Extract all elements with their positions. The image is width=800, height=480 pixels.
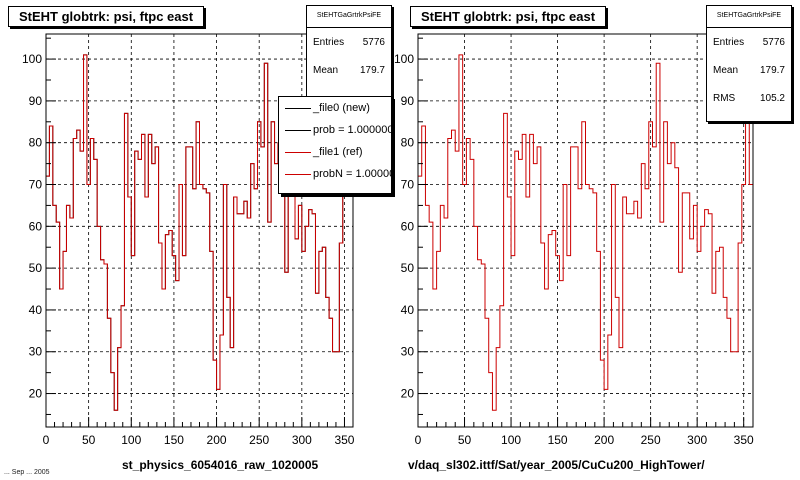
right-y-tick-label: 30 — [401, 345, 415, 359]
legend-line-file0 — [285, 108, 311, 109]
right-stats-box: StEHTGaGrtrkPsiFE Entries 5776 Mean 179.7 … — [706, 5, 792, 122]
left-plot-title: StEHT globtrk: psi, ftpc east — [8, 6, 205, 27]
right-stats-header: StEHTGaGrtrkPsiFE — [707, 6, 791, 28]
right-x-tick-label: 350 — [734, 433, 754, 447]
right-x-tick-label: 250 — [641, 433, 661, 447]
right-stats-mean-label: Mean — [713, 64, 739, 76]
left-x-tick-label: 350 — [334, 433, 354, 447]
left-y-tick-label: 90 — [29, 94, 43, 108]
right-caption: v/daq_sl302.ittf/Sat/year_2005/CuCu200_H… — [408, 458, 705, 472]
legend-line-prob — [285, 130, 311, 131]
right-y-tick-label: 50 — [401, 261, 415, 275]
right-y-tick-label: 90 — [401, 94, 415, 108]
right-pad: 0 50 100 150 200 250 300 350 20 30 40 50 60 70 80 90 100 — [394, 33, 754, 447]
left-stats-mean-label: Mean — [313, 64, 339, 76]
left-y-tick-label: 70 — [29, 178, 43, 192]
right-x-tick-label: 100 — [501, 433, 521, 447]
right-x-tick-label: 300 — [687, 433, 707, 447]
legend-label-file0: _file0 (new) — [313, 102, 370, 114]
left-x-tick-label: 200 — [207, 433, 227, 447]
left-y-tick-label: 100 — [22, 52, 42, 66]
right-x-tick-label: 50 — [458, 433, 472, 447]
right-plot-title: StEHT globtrk: psi, ftpc east — [410, 6, 607, 27]
legend-line-probn — [285, 174, 311, 175]
right-stats-entries-label: Entries — [713, 36, 745, 48]
left-y-tick-label: 60 — [29, 219, 43, 233]
right-y-tick-label: 60 — [401, 219, 415, 233]
right-y-tick-label: 70 — [401, 178, 415, 192]
left-stats-box: StEHTGaGrtrkPsiFE Entries 5776 Mean 179.7 — [306, 5, 392, 97]
left-legend: _file0 (new) prob = 1.000000 _file1 (ref… — [278, 96, 392, 194]
right-y-tick-label: 20 — [401, 387, 415, 401]
left-x-tick-label: 50 — [82, 433, 96, 447]
legend-entry-file1: _file1 (ref) — [279, 141, 391, 163]
right-stats-mean-value: 179.7 — [759, 64, 785, 76]
legend-entry-file0: _file0 (new) — [279, 97, 391, 119]
right-y-tick-label: 80 — [401, 136, 415, 150]
right-y-tick-label: 100 — [394, 52, 414, 66]
left-y-tick-label: 80 — [29, 136, 43, 150]
legend-label-prob: prob = 1.000000 — [313, 124, 392, 136]
legend-entry-prob: prob = 1.000000 — [279, 119, 391, 141]
legend-label-probn: probN = 1.000000 — [313, 168, 391, 180]
right-x-tick-label: 150 — [548, 433, 568, 447]
left-y-tick-label: 50 — [29, 261, 43, 275]
right-stats-entries-value: 5776 — [762, 36, 785, 48]
left-stats-mean-value: 179.7 — [359, 64, 385, 76]
legend-label-file1: _file1 (ref) — [313, 146, 363, 158]
left-x-tick-label: 0 — [43, 433, 50, 447]
right-x-tick-label: 200 — [594, 433, 614, 447]
left-y-tick-label: 30 — [29, 345, 43, 359]
left-x-tick-label: 150 — [164, 433, 184, 447]
left-y-tick-label: 20 — [29, 387, 43, 401]
left-y-tick-label: 40 — [29, 303, 43, 317]
left-stats-entries-label: Entries — [313, 36, 345, 48]
right-series-0 — [418, 54, 753, 411]
left-x-tick-label: 100 — [121, 433, 141, 447]
left-series-1 — [46, 54, 353, 411]
left-x-tick-label: 300 — [292, 433, 312, 447]
footer-stamp: ... Sep ... 2005 — [4, 469, 50, 476]
left-stats-header: StEHTGaGrtrkPsiFE — [307, 6, 391, 28]
left-x-tick-label: 250 — [249, 433, 269, 447]
left-stats-entries-value: 5776 — [362, 36, 385, 48]
left-caption: st_physics_6054016_raw_1020005 — [122, 458, 319, 472]
legend-line-file1 — [285, 152, 311, 153]
right-y-tick-label: 40 — [401, 303, 415, 317]
right-x-tick-label: 0 — [415, 433, 422, 447]
legend-entry-probn: probN = 1.000000 — [279, 163, 391, 185]
right-stats-rms-value: 105.2 — [759, 92, 785, 104]
right-plot-area — [418, 34, 753, 427]
right-stats-rms-label: RMS — [713, 92, 736, 104]
